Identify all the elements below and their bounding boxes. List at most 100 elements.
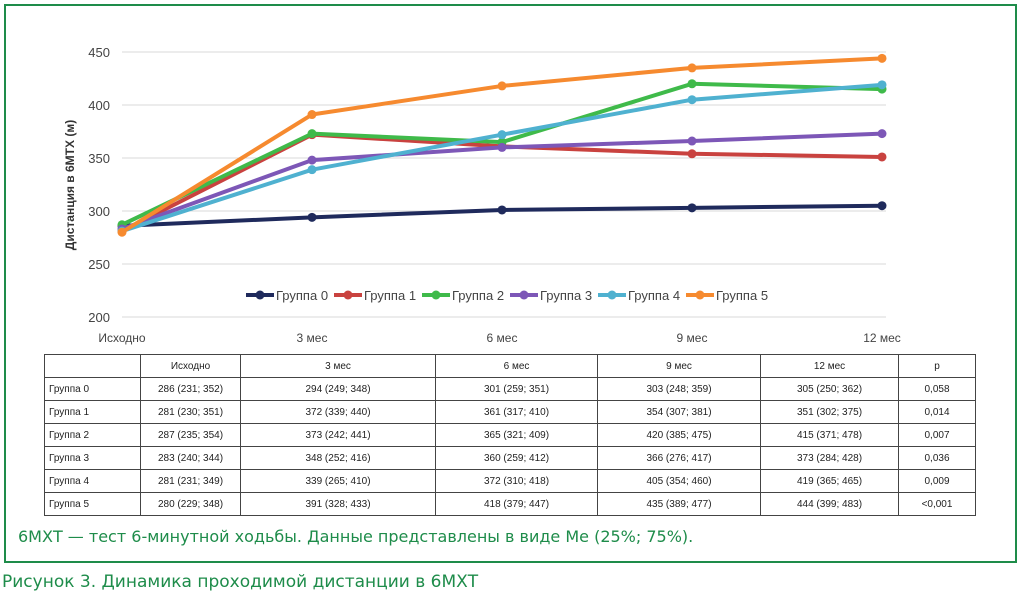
- legend-swatch-marker: [519, 290, 529, 300]
- legend-label: Группа 1: [364, 288, 416, 303]
- x-tick-label: 6 мес: [487, 331, 518, 345]
- table-cell: 420 (385; 475): [597, 423, 761, 447]
- data-point: [877, 152, 887, 162]
- column-header: 6 мес: [435, 354, 598, 378]
- table-cell: 280 (229; 348): [140, 492, 241, 516]
- table-cell: Группа 5: [44, 492, 141, 516]
- table-cell: Группа 0: [44, 377, 141, 401]
- data-point: [877, 80, 887, 90]
- y-tick-label: 300: [88, 204, 110, 219]
- table-cell: Группа 2: [44, 423, 141, 447]
- table-cell: 294 (249; 348): [240, 377, 436, 401]
- table-cell: 301 (259; 351): [435, 377, 598, 401]
- table-cell: 354 (307; 381): [597, 400, 761, 424]
- table-cell: 0,007: [898, 423, 976, 447]
- data-point: [497, 130, 507, 140]
- table-cell: 0,036: [898, 446, 976, 470]
- table-row: Группа 4 281 (231; 349) 339 (265; 410) 372 …: [44, 469, 976, 493]
- legend-label: Группа 3: [540, 288, 592, 303]
- table-cell: 361 (317; 410): [435, 400, 598, 424]
- table-cell: 303 (248; 359): [597, 377, 761, 401]
- table-cell: Группа 4: [44, 469, 141, 493]
- legend-swatch-marker: [343, 290, 353, 300]
- table-cell: 373 (284; 428): [760, 446, 899, 470]
- table-cell: 372 (339; 440): [240, 400, 436, 424]
- data-point: [687, 95, 697, 105]
- table-cell: 365 (321; 409): [435, 423, 598, 447]
- data-point: [687, 149, 697, 159]
- table-cell: 0,058: [898, 377, 976, 401]
- column-header: Исходно: [140, 354, 241, 378]
- data-point: [877, 201, 887, 211]
- legend-label: Группа 2: [452, 288, 504, 303]
- data-point: [307, 212, 317, 222]
- data-point: [307, 110, 317, 120]
- table-cell: 351 (302; 375): [760, 400, 899, 424]
- table-cell: 419 (365; 465): [760, 469, 899, 493]
- line-chart: 200 250 300 350 400 450 Исходно 3 мес 6 мес 9 мес…: [63, 45, 901, 345]
- column-header: [44, 354, 141, 378]
- data-point: [497, 205, 507, 215]
- table-cell: 283 (240; 344): [140, 446, 241, 470]
- y-tick-label: 250: [88, 257, 110, 272]
- table-cell: 281 (230; 351): [140, 400, 241, 424]
- legend-swatch-marker: [607, 290, 617, 300]
- figure-caption: Рисунок 3. Динамика проходимой дистанции…: [2, 572, 479, 592]
- table-cell: Группа 3: [44, 446, 141, 470]
- data-point: [687, 63, 697, 73]
- table-cell: 360 (259; 412): [435, 446, 598, 470]
- data-point: [117, 227, 127, 237]
- y-tick-label: 450: [88, 45, 110, 60]
- table-cell: 444 (399; 483): [760, 492, 899, 516]
- data-point: [497, 81, 507, 91]
- table-cell: 405 (354; 460): [597, 469, 761, 493]
- table-cell: 339 (265; 410): [240, 469, 436, 493]
- table-cell: 372 (310; 418): [435, 469, 598, 493]
- data-table: Исходно 3 мес 6 мес 9 мес 12 мес p Группа 0 286…: [44, 354, 976, 516]
- table-cell: 305 (250; 362): [760, 377, 899, 401]
- y-tick-label: 400: [88, 98, 110, 113]
- table-cell: 348 (252; 416): [240, 446, 436, 470]
- data-point: [687, 79, 697, 89]
- table-cell: 415 (371; 478): [760, 423, 899, 447]
- table-cell: 418 (379; 447): [435, 492, 598, 516]
- table-cell: 281 (231; 349): [140, 469, 241, 493]
- data-point: [307, 129, 317, 139]
- table-cell: 0,014: [898, 400, 976, 424]
- legend-swatch-marker: [695, 290, 705, 300]
- column-header: 9 мес: [597, 354, 761, 378]
- table-cell: 366 (276; 417): [597, 446, 761, 470]
- data-point: [877, 129, 887, 139]
- legend-swatch-marker: [431, 290, 441, 300]
- column-header: 12 мес: [760, 354, 899, 378]
- table-row: Группа 3 283 (240; 344) 348 (252; 416) 360 …: [44, 446, 976, 470]
- x-tick-label: 9 мес: [677, 331, 708, 345]
- x-tick-label: 12 мес: [863, 331, 901, 345]
- x-tick-label: 3 мес: [297, 331, 328, 345]
- table-cell: <0,001: [898, 492, 976, 516]
- data-point: [497, 142, 507, 152]
- table-note: 6МХТ — тест 6-минутной ходьбы. Данные пр…: [18, 527, 694, 546]
- x-tick-label: Исходно: [98, 331, 146, 345]
- table-cell: 286 (231; 352): [140, 377, 241, 401]
- table-cell: 287 (235; 354): [140, 423, 241, 447]
- figure-frame: [4, 4, 1017, 563]
- table-row: Группа 1 281 (230; 351) 372 (339; 440) 361 …: [44, 400, 976, 424]
- y-tick-label: 200: [88, 310, 110, 325]
- legend-label: Группа 5: [716, 288, 768, 303]
- data-point: [877, 53, 887, 63]
- data-point: [687, 136, 697, 146]
- table-row: Группа 2 287 (235; 354) 373 (242; 441) 365 …: [44, 423, 976, 447]
- table-header-row: Исходно 3 мес 6 мес 9 мес 12 мес p: [44, 354, 976, 378]
- legend-label: Группа 4: [628, 288, 680, 303]
- column-header: p: [898, 354, 976, 378]
- data-point: [687, 203, 697, 213]
- y-axis-title: Дистанция в 6МТХ (м): [63, 120, 77, 250]
- y-tick-label: 350: [88, 151, 110, 166]
- table-row: Группа 5 280 (229; 348) 391 (328; 433) 418 …: [44, 492, 976, 516]
- table-cell: Группа 1: [44, 400, 141, 424]
- legend-swatch-marker: [255, 290, 265, 300]
- data-point: [307, 165, 317, 175]
- table-row: Группа 0 286 (231; 352) 294 (249; 348) 301 …: [44, 377, 976, 401]
- table-cell: 373 (242; 441): [240, 423, 436, 447]
